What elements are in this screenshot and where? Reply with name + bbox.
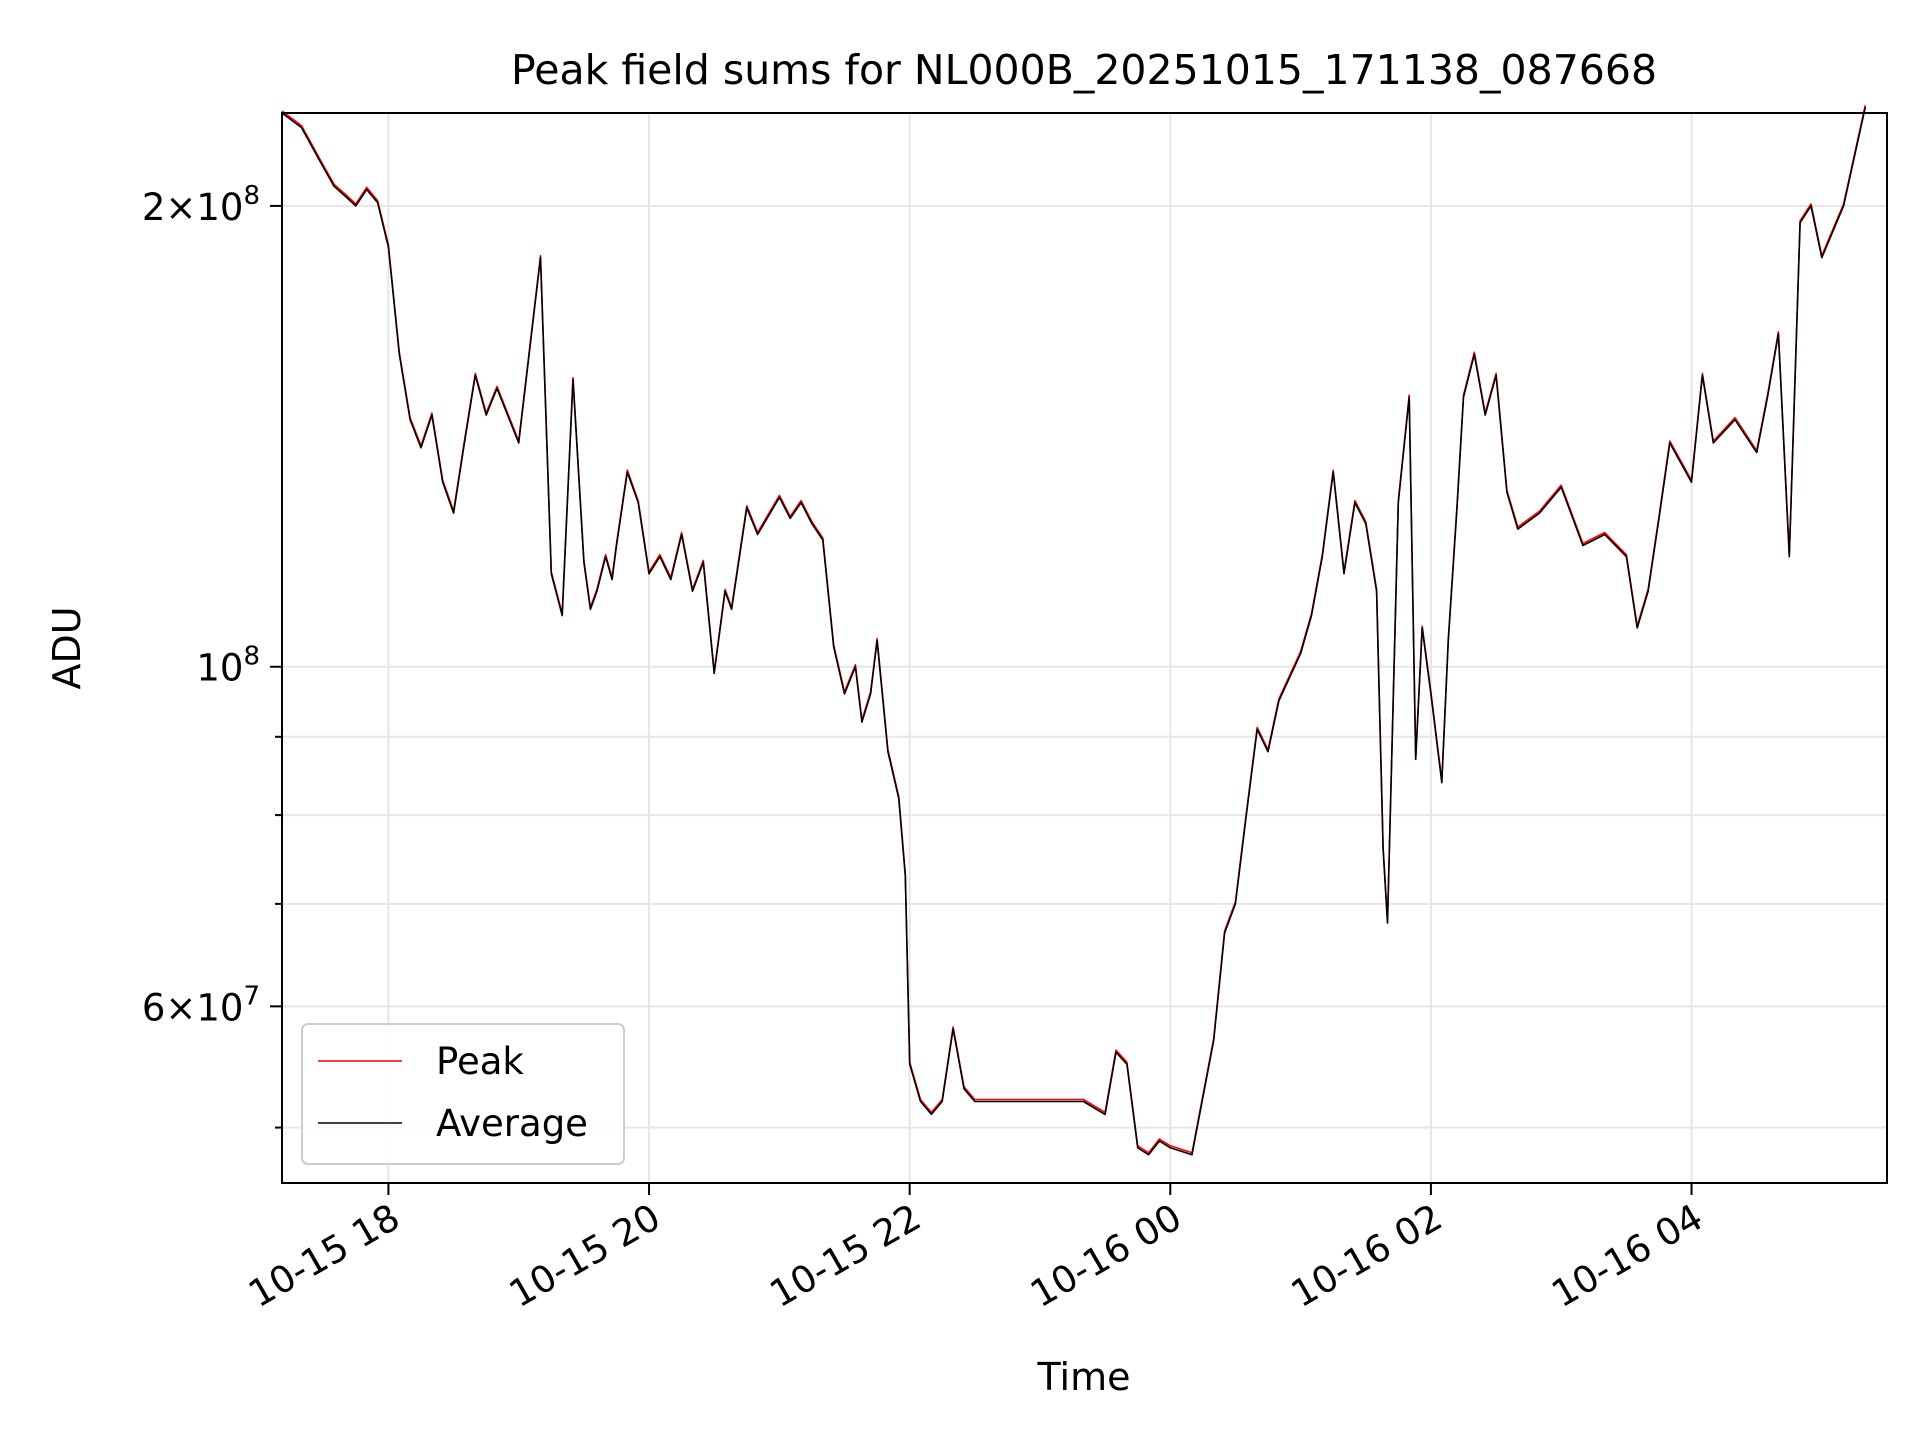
y-axis: 6×107 108 2×108 [142,181,282,1129]
legend-label-peak: Peak [436,1040,524,1083]
legend-label-average: Average [436,1102,588,1145]
legend: Peak Average [301,1023,625,1165]
x-axis-label: Time [1037,1355,1131,1399]
legend-box [301,1023,625,1165]
y-tick-label: 108 [196,642,260,690]
plot-area [281,105,1867,1156]
y-tick-label: 2×108 [142,181,260,229]
y-tick-label: 6×107 [142,981,260,1029]
series-line-average [281,107,1867,1156]
chart-title: Peak field sums for NL000B_20251015_1711… [511,46,1657,94]
axes-frame [281,112,1888,1184]
grid-lines [282,113,1887,1183]
y-axis-label: ADU [45,606,89,689]
